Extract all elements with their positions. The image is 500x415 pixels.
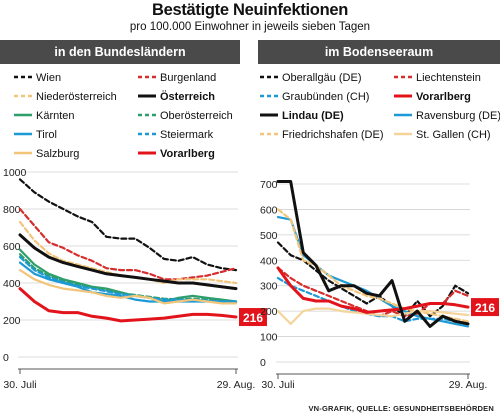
legend-label-salzburg: Salzburg (36, 148, 79, 160)
legend-label-liechtenstein: Liechtenstein (416, 72, 481, 84)
y-tick-label: 400 (3, 278, 21, 290)
legend-label-steiermark: Steiermark (160, 129, 214, 141)
legend-label-graubunden-ch: Graubünden (CH) (282, 91, 369, 103)
legend-label-osterreich: Österreich (160, 90, 215, 103)
series-line-osterreich (18, 233, 238, 291)
y-tick-label: 800 (3, 204, 21, 216)
series-line-friedrichshafen-de (276, 208, 470, 323)
y-tick-label: 500 (260, 230, 278, 242)
y-tick-label: 400 (260, 255, 278, 267)
series-line-vorarlberg (276, 266, 470, 314)
y-tick-label: 600 (3, 241, 21, 253)
y-tick-label: 0 (260, 357, 266, 369)
legend-label-burgenland: Burgenland (160, 72, 216, 84)
legend-label-karnten: Kärnten (36, 110, 75, 122)
panel-title-bodenseeraum: im Bodenseeraum (258, 40, 500, 64)
end-value-label: 216 (475, 301, 495, 315)
end-value-box (471, 298, 499, 317)
y-tick-label: 0 (3, 352, 9, 364)
panel-title-bundeslaender: in den Bundesländern (0, 40, 240, 64)
legend-label-vorarlberg: Vorarlberg (416, 91, 471, 103)
x-tick-label: 29. Aug. (449, 379, 488, 391)
series-line-oberallgau-de (276, 241, 470, 318)
series-line-burgenland (18, 207, 238, 281)
legend-label-niederosterreich: Niederösterreich (36, 91, 117, 103)
legend-label-vorarlberg: Vorarlberg (160, 148, 215, 160)
y-tick-label: 1000 (3, 167, 27, 179)
series-line-salzburg (18, 269, 238, 305)
legend-label-ravensburg-de: Ravensburg (DE) (416, 110, 500, 122)
end-value-box (239, 308, 267, 327)
legend-label-oberallgau-de: Oberallgäu (DE) (282, 72, 361, 84)
x-tick-label: 29. Aug. (217, 379, 256, 391)
series-line-st-gallen-ch (276, 307, 470, 325)
series-line-lindau-de (276, 180, 470, 328)
y-tick-label: 200 (3, 315, 21, 327)
legend-label-tirol: Tirol (36, 129, 57, 141)
legend-label-st-gallen-ch: St. Gallen (CH) (416, 129, 491, 141)
legend-label-friedrichshafen-de: Friedrichshafen (DE) (282, 129, 383, 141)
y-tick-label: 200 (260, 306, 278, 318)
series-line-wien (18, 178, 238, 272)
legend-label-oberosterreich: Oberösterreich (160, 110, 233, 122)
series-line-niederosterreich (18, 220, 238, 285)
chart-title: Bestätigte Neuinfektionen (151, 1, 349, 19)
legend-label-lindau-de: Lindau (DE) (282, 110, 344, 122)
x-tick-label: 30. Juli (3, 379, 36, 391)
chart-panel-in-den-bundeslandern: 0 200 400 600 800 1000 30. Juli 29. Aug. Wien Bur… (3, 72, 267, 391)
y-tick-label: 700 (260, 179, 278, 191)
legend-label-wien: Wien (36, 72, 61, 84)
y-tick-label: 100 (260, 332, 278, 344)
end-value-label: 216 (243, 311, 263, 325)
chart-subtitle: pro 100.000 Einwohner in jeweils sieben … (129, 21, 371, 33)
chart-panel-im-bodenseeraum: 0 100 200 300 400 500 600 700 30. Juli 29. Aug. Ob… (260, 72, 500, 391)
y-tick-label: 300 (260, 281, 278, 293)
source-credit: VN-GRAFIK, QUELLE: GESUNDHEITSBEHÖRDEN (308, 404, 494, 413)
series-line-vorarlberg (18, 287, 238, 323)
y-tick-label: 600 (260, 204, 278, 216)
x-tick-label: 30. Juli (261, 379, 294, 391)
series-line-graubunden-ch (276, 277, 470, 325)
